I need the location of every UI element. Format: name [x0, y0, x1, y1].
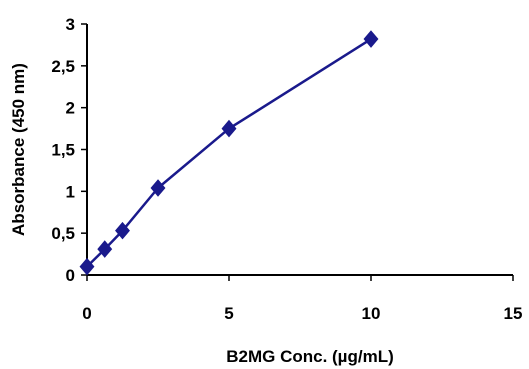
- y-tick-label: 0: [66, 266, 75, 285]
- series-line: [86, 38, 372, 268]
- x-axis-ticks: 0 5 10 15: [82, 275, 522, 323]
- y-tick-label: 3: [66, 15, 75, 34]
- x-tick-label: 0: [82, 304, 91, 323]
- data-point-diamond: [79, 257, 95, 276]
- y-axis-title: Absorbance (450 nm): [9, 63, 28, 236]
- y-tick-label: 2: [66, 99, 75, 118]
- y-tick-label: 2,5: [51, 57, 75, 76]
- x-tick-label: 10: [362, 304, 381, 323]
- data-point-diamond: [221, 119, 237, 138]
- data-point-diamond: [97, 240, 113, 258]
- data-point-diamond: [363, 30, 379, 48]
- x-axis-title: B2MG Conc. (µg/mL): [226, 347, 394, 366]
- y-tick-label: 0,5: [51, 224, 75, 243]
- y-axis-ticks: 0 0,5 1 1,5 2 2,5 3: [51, 15, 87, 285]
- data-point-diamond: [150, 179, 166, 197]
- y-tick-label: 1,5: [51, 141, 75, 160]
- x-tick-label: 15: [504, 304, 523, 323]
- x-tick-label: 5: [224, 304, 233, 323]
- data-point-diamond: [115, 221, 130, 240]
- series-layer: [79, 30, 379, 276]
- y-tick-label: 1: [66, 182, 75, 201]
